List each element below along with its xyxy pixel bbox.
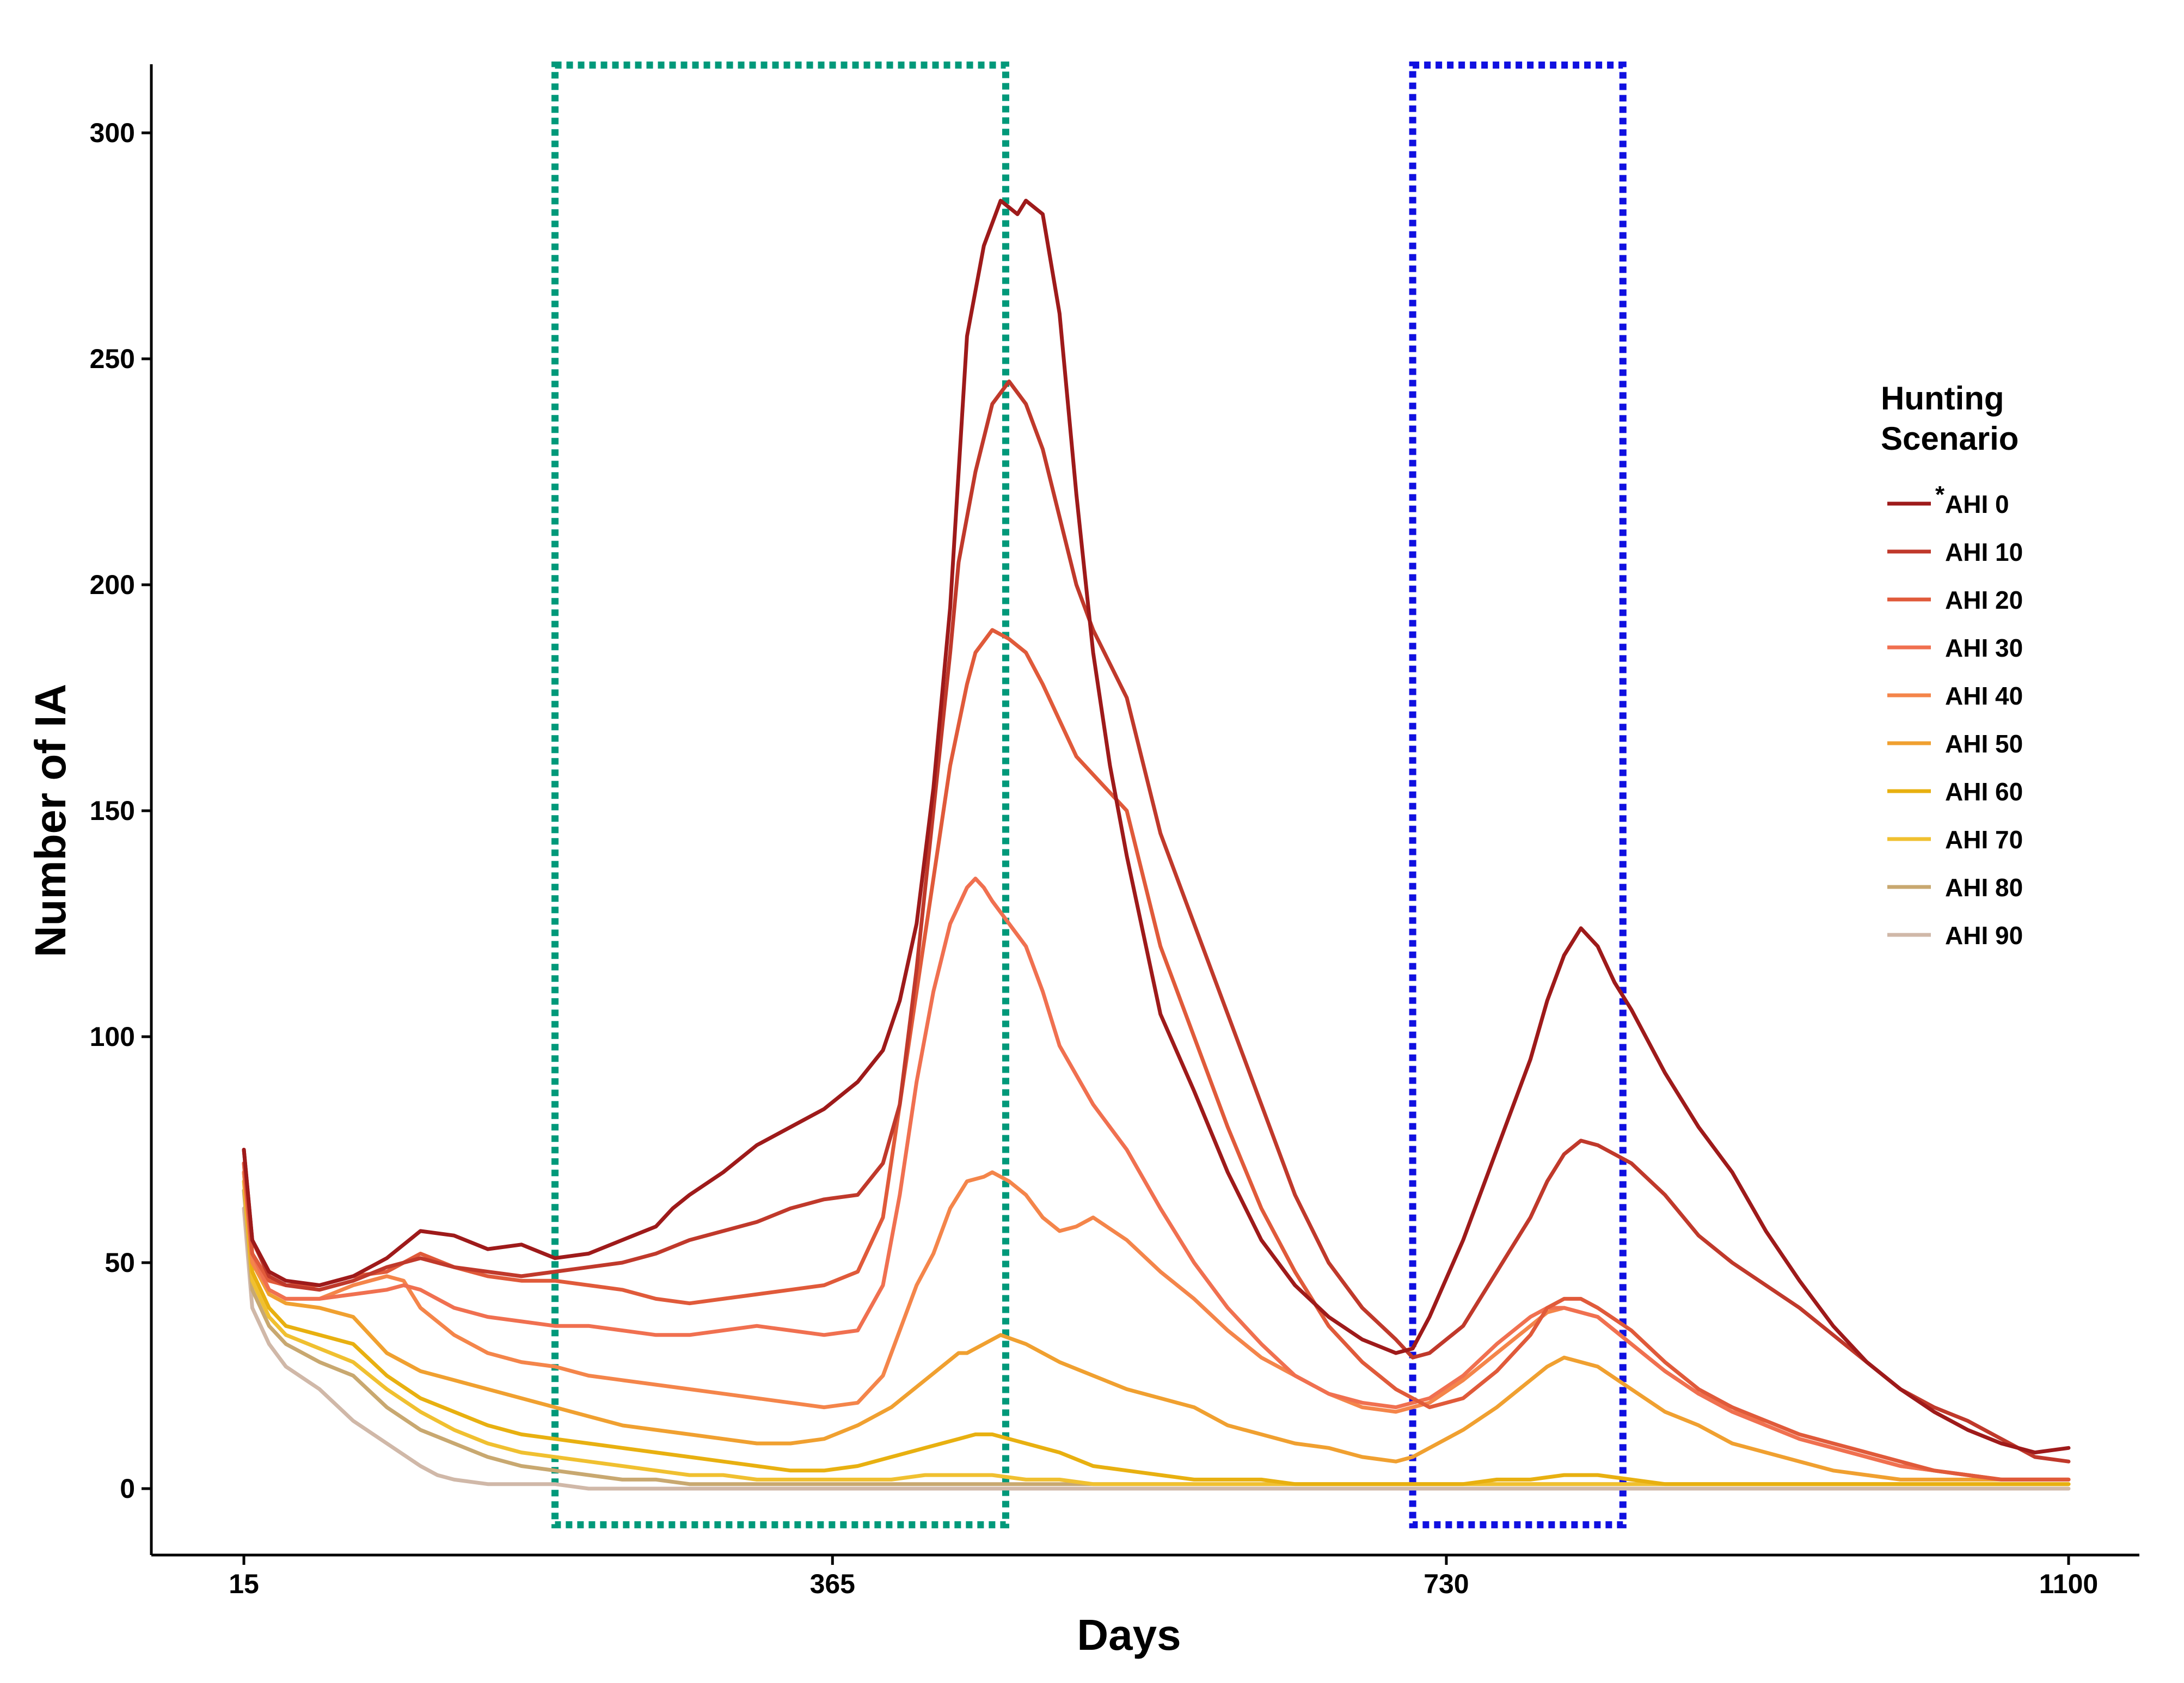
legend-item-ahi-90: AHI 90 bbox=[1887, 921, 2023, 950]
y-axis-ticks: 0 50 100 150 200 250 300 bbox=[90, 118, 151, 1504]
series-line-ahi-50 bbox=[242, 1170, 2071, 1482]
series-line-ahi-30 bbox=[242, 877, 2071, 1482]
y-axis-title: Number of IA bbox=[26, 684, 75, 957]
legend-label: AHI 60 bbox=[1945, 778, 2023, 806]
legend-label: AHI 40 bbox=[1945, 682, 2023, 710]
y-tick-label: 100 bbox=[90, 1021, 135, 1052]
legend-item-ahi-70: AHI 70 bbox=[1887, 825, 2023, 854]
legend-items: AHI 0* AHI 10 AHI 20 AHI 30 AHI 40 AHI 50 AHI … bbox=[1887, 481, 2023, 950]
legend-label: AHI 0 bbox=[1945, 490, 2009, 518]
highlight-box-2 bbox=[1409, 62, 1627, 1528]
series-line-ahi-90 bbox=[242, 1206, 2071, 1491]
highlight-box-1 bbox=[551, 62, 1009, 1528]
x-tick-label: 1100 bbox=[2039, 1569, 2098, 1599]
legend-title-line-2: Scenario bbox=[1881, 420, 2019, 457]
y-tick-label: 150 bbox=[90, 795, 135, 826]
x-tick-label: 730 bbox=[1424, 1569, 1469, 1599]
series-line-ahi-60 bbox=[242, 1170, 2071, 1486]
legend: Hunting Scenario AHI 0* AHI 10 AHI 20 AHI 3… bbox=[1881, 380, 2023, 950]
series-lines bbox=[242, 199, 2071, 1491]
axes: 0 50 100 150 200 250 300 15 365 730 1100 bbox=[90, 64, 2139, 1599]
y-tick-label: 50 bbox=[105, 1247, 135, 1278]
x-axis-title: Days bbox=[1077, 1611, 1181, 1659]
legend-item-ahi-20: AHI 20 bbox=[1887, 586, 2023, 614]
legend-item-ahi-10: AHI 10 bbox=[1887, 538, 2023, 566]
legend-item-ahi-50: AHI 50 bbox=[1887, 730, 2023, 758]
legend-label: AHI 90 bbox=[1945, 921, 2023, 950]
legend-label: AHI 80 bbox=[1945, 873, 2023, 902]
y-tick-label: 300 bbox=[90, 118, 135, 148]
legend-item-ahi-0: AHI 0* bbox=[1887, 481, 2009, 518]
x-tick-label: 365 bbox=[810, 1569, 855, 1599]
highlight-boxes bbox=[551, 62, 1627, 1528]
y-tick-label: 0 bbox=[120, 1473, 135, 1504]
legend-item-ahi-80: AHI 80 bbox=[1887, 873, 2023, 902]
series-line-ahi-20 bbox=[242, 628, 2071, 1482]
legend-label: AHI 70 bbox=[1945, 825, 2023, 854]
legend-title-line-1: Hunting bbox=[1881, 380, 2004, 417]
legend-label: AHI 50 bbox=[1945, 730, 2023, 758]
legend-label: AHI 30 bbox=[1945, 634, 2023, 662]
legend-label: AHI 10 bbox=[1945, 538, 2023, 566]
legend-item-ahi-60: AHI 60 bbox=[1887, 778, 2023, 806]
legend-item-ahi-40: AHI 40 bbox=[1887, 682, 2023, 710]
series-line-ahi-10 bbox=[242, 380, 2071, 1464]
baseline-marker: * bbox=[1935, 481, 1945, 508]
legend-item-ahi-30: AHI 30 bbox=[1887, 634, 2023, 662]
y-tick-label: 200 bbox=[90, 570, 135, 600]
x-tick-label: 15 bbox=[229, 1569, 259, 1599]
x-axis-ticks: 15 365 730 1100 bbox=[229, 1555, 2098, 1599]
series-line-ahi-0 bbox=[242, 199, 2071, 1455]
y-tick-label: 250 bbox=[90, 344, 135, 374]
legend-label: AHI 20 bbox=[1945, 586, 2023, 614]
series-line-ahi-70 bbox=[242, 1179, 2071, 1486]
